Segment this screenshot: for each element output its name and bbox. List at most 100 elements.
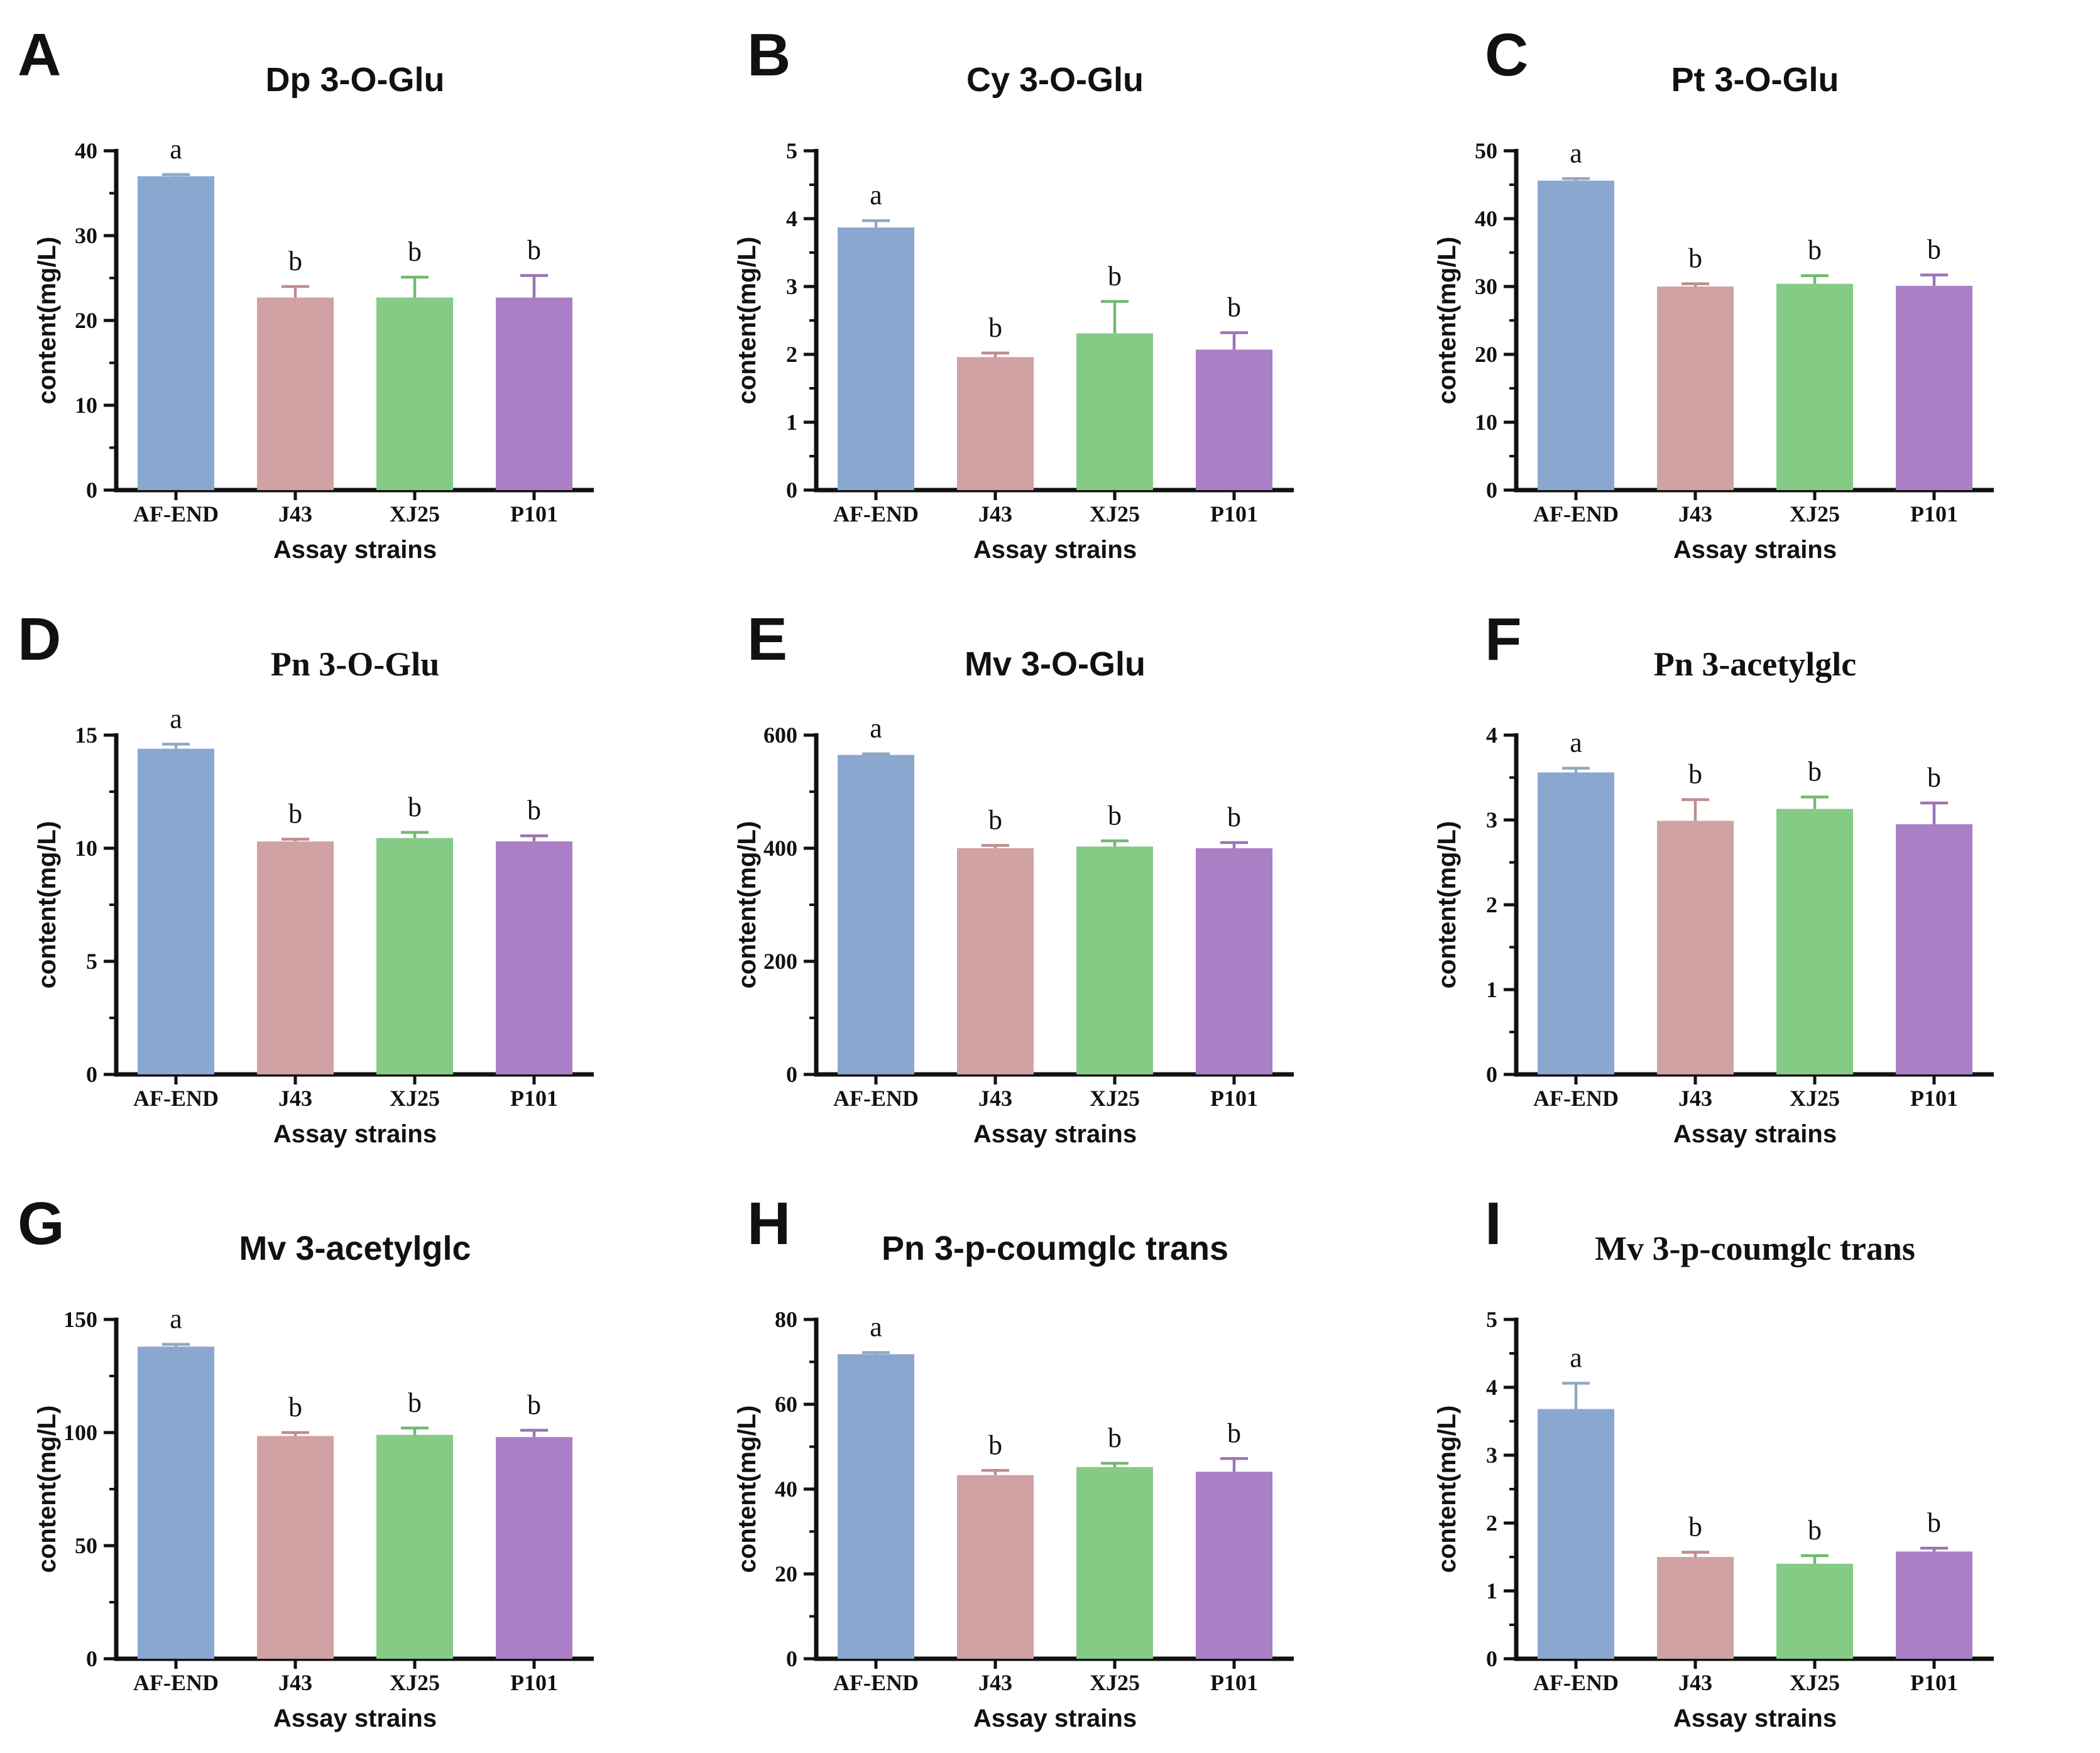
y-tick-label: 1 [1486,1578,1497,1603]
y-tick-label: 0 [786,1646,797,1671]
chart-svg-A: A Dp 3-O-Glu content(mg/L) Assay strains 0 10… [18,21,594,564]
chart-title: Cy 3-O-Glu [966,61,1144,99]
sig-letter: b [1688,1511,1702,1542]
chart-title: Pt 3-O-Glu [1671,61,1839,99]
x-tick-label: AF-END [833,1670,919,1695]
sig-letter: b [1227,292,1241,322]
x-tick-label: XJ25 [1090,1670,1140,1695]
y-tick-label: 1 [1486,977,1497,1002]
chart-svg-E: E Mv 3-O-Glu content(mg/L) Assay strains 0 20… [733,606,1294,1148]
sig-letter: b [527,795,541,826]
y-axis-label: content(mg/L) [733,821,761,989]
sig-letter: b [1808,235,1822,266]
bar-XJ25 [1776,1563,1853,1659]
y-axis-label: content(mg/L) [1433,821,1461,989]
chart-svg-F: F Pn 3-acetylglc content(mg/L) Assay strain… [1433,606,1994,1148]
y-tick-label: 3 [786,274,797,299]
sig-letter: b [1108,1423,1122,1453]
bar-XJ25 [1076,846,1153,1074]
chart-title: Mv 3-O-Glu [965,645,1146,683]
sig-letter: b [408,236,422,267]
x-axis-label: Assay strains [1673,1120,1837,1148]
sig-letter: a [870,1312,882,1343]
chart-title: Mv 3-acetylglc [239,1230,471,1267]
panel-letter: A [18,21,61,89]
y-tick-label: 50 [1475,138,1497,163]
x-tick-label: XJ25 [390,501,440,527]
x-tick-label: AF-END [833,1086,919,1111]
y-tick-label: 200 [763,949,797,974]
y-tick-label: 10 [75,393,97,418]
x-tick-label: J43 [278,1086,312,1111]
chart-panel-C: C Pt 3-O-Glu content(mg/L) Assay strains 0 10… [1400,0,2100,584]
panel-letter: E [747,606,787,673]
panel-letter: C [1485,21,1528,89]
sig-letter: b [1108,261,1122,292]
x-tick-label: AF-END [133,501,219,527]
sig-letter: a [170,134,182,165]
panel-letter: H [747,1190,790,1257]
x-tick-label: P101 [510,1086,558,1111]
x-axis-label: Assay strains [1673,536,1837,564]
bar-P101 [1896,1551,1972,1659]
y-tick-label: 0 [1486,1646,1497,1671]
x-tick-label: XJ25 [390,1670,440,1695]
chart-title: Pn 3-O-Glu [271,645,440,683]
bar-J43 [957,1475,1034,1659]
y-axis-label: content(mg/L) [1433,237,1461,405]
y-tick-label: 2 [1486,892,1497,917]
x-axis-label: Assay strains [973,1705,1137,1732]
sig-letter: b [288,799,302,829]
y-tick-label: 20 [775,1561,797,1586]
y-tick-label: 5 [786,138,797,163]
sig-letter: b [288,1392,302,1423]
bar-P101 [1896,824,1972,1074]
sig-letter: b [1227,1417,1241,1448]
y-tick-label: 20 [1475,342,1497,367]
y-tick-label: 20 [75,308,97,333]
y-axis-label: content(mg/L) [1433,1406,1461,1573]
x-tick-label: P101 [1210,501,1258,527]
x-tick-label: XJ25 [1790,1670,1840,1695]
x-tick-label: AF-END [1533,1670,1619,1695]
sig-letter: b [1688,759,1702,790]
bar-XJ25 [376,297,453,490]
bar-P101 [1196,848,1272,1074]
bar-AF-END [1538,180,1614,490]
y-tick-label: 0 [86,478,97,503]
x-tick-label: J43 [978,1086,1012,1111]
x-tick-label: XJ25 [1790,1086,1840,1111]
y-axis-label: content(mg/L) [33,821,61,989]
bar-P101 [1196,1472,1272,1659]
sig-letter: a [1570,138,1582,168]
x-tick-label: J43 [978,1670,1012,1695]
y-tick-label: 40 [775,1477,797,1502]
chart-panel-E: E Mv 3-O-Glu content(mg/L) Assay strains 0 20… [700,584,1400,1169]
chart-svg-B: B Cy 3-O-Glu content(mg/L) Assay strains 0 1 2… [733,21,1294,564]
bar-AF-END [1538,772,1614,1074]
sig-letter: a [170,703,182,734]
bar-XJ25 [1076,1466,1153,1659]
x-tick-label: P101 [1910,501,1958,527]
bar-XJ25 [1076,333,1153,490]
bar-AF-END [838,755,914,1074]
sig-letter: b [988,805,1002,836]
x-tick-label: AF-END [1533,1086,1619,1111]
chart-svg-D: D Pn 3-O-Glu content(mg/L) Assay strains 0 5 1… [18,606,594,1148]
y-tick-label: 40 [75,138,97,163]
sig-letter: b [1927,234,1941,265]
sig-letter: b [1688,243,1702,274]
chart-svg-I: I Mv 3-p-coumglc trans content(mg/L) Assay … [1433,1190,1994,1732]
chart-title: Pn 3-p-coumglc trans [882,1230,1228,1267]
y-tick-label: 40 [1475,206,1497,231]
x-tick-label: P101 [1910,1670,1958,1695]
x-tick-label: J43 [1678,1086,1712,1111]
y-tick-label: 0 [86,1646,97,1671]
y-tick-label: 4 [786,206,797,231]
x-axis-label: Assay strains [273,1705,437,1732]
x-axis-label: Assay strains [973,536,1137,564]
sig-letter: b [988,312,1002,343]
chart-panel-I: I Mv 3-p-coumglc trans content(mg/L) Assay … [1400,1169,2100,1753]
bar-XJ25 [376,838,453,1074]
chart-title: Dp 3-O-Glu [266,61,445,99]
